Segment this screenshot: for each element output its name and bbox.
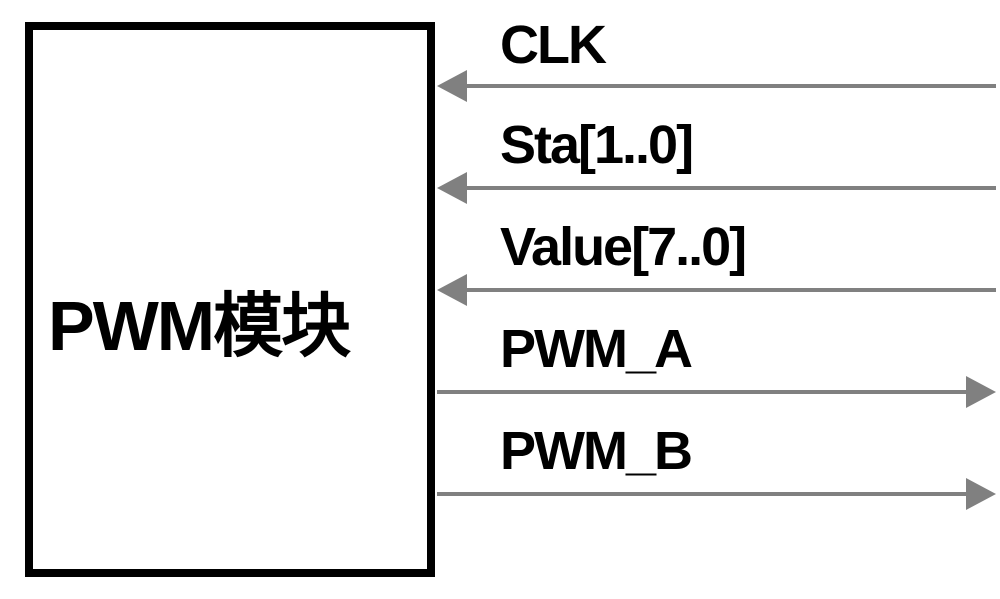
arrowhead-sta — [437, 172, 467, 204]
signal-line-sta — [467, 186, 996, 190]
signal-line-pwm-a — [437, 390, 966, 394]
signal-line-pwm-b — [437, 492, 966, 496]
signal-line-value — [467, 288, 996, 292]
arrowhead-clk — [437, 70, 467, 102]
signal-label-value: Value[7..0] — [500, 216, 745, 278]
signal-label-pwm-b: PWM_B — [500, 420, 691, 482]
module-label: PWM模块 — [48, 270, 349, 371]
arrowhead-pwm-a — [966, 376, 996, 408]
arrowhead-value — [437, 274, 467, 306]
signal-line-clk — [467, 84, 996, 88]
arrowhead-pwm-b — [966, 478, 996, 510]
signal-label-clk: CLK — [500, 14, 605, 76]
pwm-module-diagram: PWM模块 CLK Sta[1..0] Value[7..0] PWM_A PW… — [0, 0, 1000, 599]
signal-label-sta: Sta[1..0] — [500, 114, 692, 176]
signal-label-pwm-a: PWM_A — [500, 318, 691, 380]
